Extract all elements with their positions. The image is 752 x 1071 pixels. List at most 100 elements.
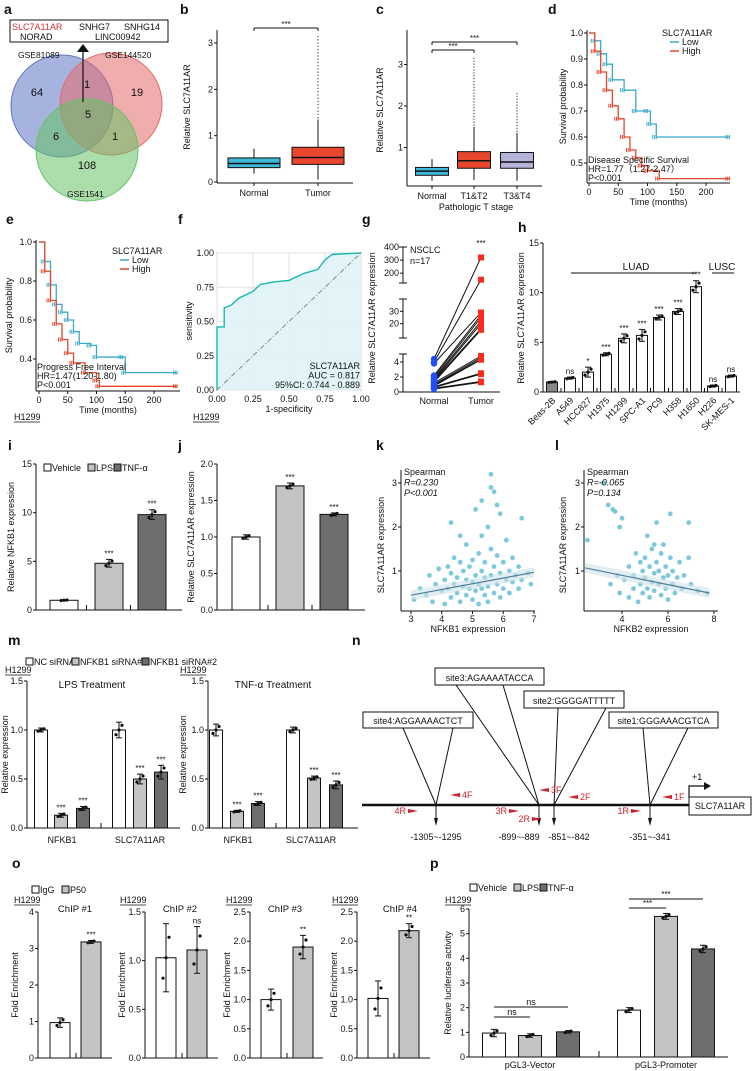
data-point [89,940,93,944]
site-pointer [553,707,559,806]
outlier-point [317,84,319,86]
box [291,146,345,165]
venn-count: 1 [84,79,90,91]
scatter-point [479,533,485,539]
outlier-point [516,127,518,130]
scatter-point [686,520,692,525]
outlier-point [516,92,518,95]
primer-reverse-icon [532,817,542,821]
y-tick-label: 3 [460,978,465,988]
y-tick-label: 2.0 [340,936,353,946]
legend-swatch [513,883,522,892]
significance-label: *** [285,473,294,482]
legend-label: High [132,264,151,274]
primer-label: 1F [674,792,685,802]
data-point [583,373,587,377]
scatter-point [491,590,497,596]
bar [251,803,265,829]
panel-label: a [4,1,12,17]
x-axis-label: Pathologic T stage [439,202,513,212]
legend-swatch [113,463,122,472]
outlier-point [317,61,319,64]
legend-label: NC siRNA [34,657,75,667]
panel-label: j [177,437,182,453]
position-label: -851~-842 [548,832,589,842]
scatter-point [442,601,448,607]
panel-label: c [376,1,384,17]
primer-reverse-icon [408,809,418,813]
outlier-point [317,55,319,57]
data-point [569,1029,573,1033]
outlier-point [473,109,475,112]
scatter-point [457,533,463,539]
y-axis-label: Relative SLC7A11AR [182,64,192,150]
y-tick-label: 2.0 [233,936,246,946]
y-tick-label: 0.7 [570,106,583,116]
primer-forward-icon [539,788,549,792]
y-tick-label: 0.5 [10,774,23,784]
data-point [156,774,160,778]
data-point [495,1029,499,1033]
legend-label: P50 [70,885,86,895]
y-tick-label: 0.5 [191,774,204,784]
data-point [241,536,245,540]
panel-label: o [12,855,21,871]
outlier-point [317,68,319,70]
scatter-point [649,546,655,552]
significance-label: *** [86,930,95,939]
significance-label: *** [601,343,610,352]
data-point [661,916,665,920]
y-tick-label: 0 [534,387,539,397]
tumor-point [478,254,484,261]
scatter-point [497,511,503,517]
x-tick-label: Normal [417,191,446,201]
annotation-text: R=0.230 [404,478,438,488]
annotation-text: Spearman [404,467,446,477]
y-axis-label: Fold Enrichment [222,952,232,1018]
scatter-point [448,570,454,576]
y-tick-label: 5 [27,556,32,566]
normal-point [430,360,438,367]
scatter-point [608,581,613,587]
gene-label: SNHG14 [124,22,160,32]
significance-label: *** [135,764,144,773]
y-tick-label: 2 [392,522,397,532]
pair-line [433,329,482,383]
scatter-point [686,555,692,561]
outlier-point [516,130,518,133]
x-tick-label: Normal [419,396,448,406]
data-point [58,1020,62,1025]
binding-site-box [608,711,719,729]
primer-forward-icon [662,795,672,799]
outlier-point [473,89,475,92]
y-axis-label: Relative luciferase activity [443,931,453,1035]
outlier-point [317,77,319,80]
data-point [673,311,677,315]
significance-label: ns [727,365,735,374]
primer-reverse-icon [509,809,519,813]
data-point [288,484,292,488]
x-axis-label: 1-specificity [265,404,313,414]
x-group-label: SLC7A11AR [286,835,337,845]
y-tick-label: 15 [529,238,539,248]
data-point [61,1018,65,1022]
y-tick-label: 0.9 [570,54,583,64]
annotation-text: P<0.001 [588,173,622,183]
data-point [138,777,142,781]
chart-title: ChIP #2 [163,904,197,915]
scatter-point [488,485,494,490]
legend-swatch [141,657,150,666]
y-axis-label: Relative expression [0,715,10,794]
y-axis-label: sensitivity [184,301,194,341]
data-point [563,1030,567,1035]
annotation-text: SLC7A11AR [310,361,361,371]
scatter-point [681,573,687,578]
scatter-point [460,568,466,574]
scatter-point [585,537,590,543]
y-tick-label: 0.5 [233,1024,246,1034]
scatter-point [470,557,475,563]
y-tick-label: 0.6 [570,132,583,142]
bar [564,377,576,393]
cell-line-label: H1299 [193,412,220,422]
x-axis-label: NFKB1 expression [430,624,505,634]
